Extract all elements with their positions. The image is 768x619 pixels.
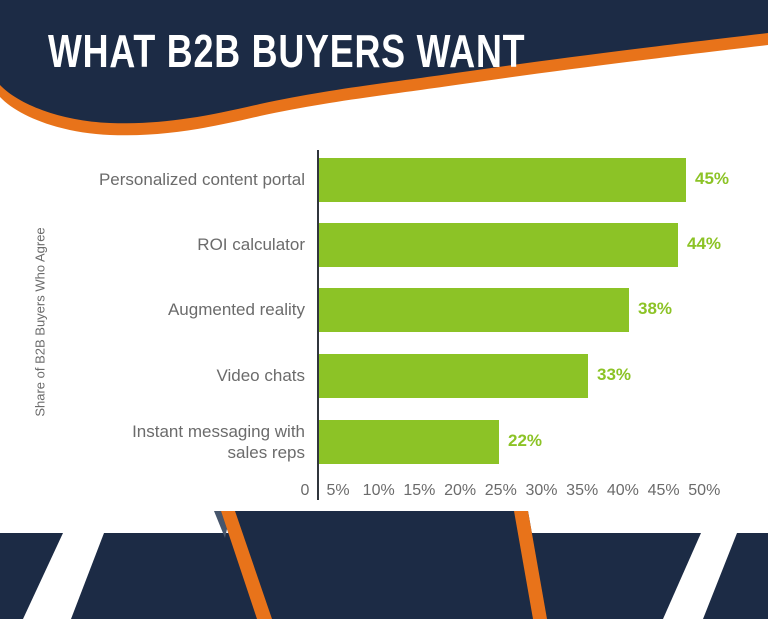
- value-label: 22%: [508, 431, 543, 450]
- footer-banner-left-orange-edge: [221, 511, 272, 619]
- category-label: Personalized content portal: [98, 170, 305, 190]
- footer-left-white-stripe: [23, 533, 104, 619]
- x-tick: 15%: [403, 482, 436, 499]
- value-label: 45%: [695, 169, 730, 188]
- header-navy-shape: [0, 0, 768, 124]
- bar: [319, 158, 686, 202]
- bar: [319, 223, 678, 267]
- footer: Leeline: [0, 511, 768, 619]
- x-tick: 20%: [444, 482, 477, 499]
- x-tick: 35%: [566, 482, 599, 499]
- header: WHAT B2B BUYERS WANT: [0, 0, 768, 150]
- value-label: 44%: [687, 234, 722, 253]
- x-tick: 40%: [606, 482, 639, 499]
- category-label: Instant messaging with sales reps: [132, 421, 305, 462]
- y-axis-line: [317, 150, 319, 500]
- footer-right-white-stripe: [663, 533, 737, 619]
- x-tick: 25%: [484, 482, 517, 499]
- x-tick: 0: [300, 482, 310, 499]
- footer-shapes: [0, 511, 768, 619]
- bar: [319, 288, 629, 332]
- category-label: ROI calculator: [197, 235, 305, 255]
- page-title: WHAT B2B BUYERS WANT: [48, 25, 526, 77]
- value-label: 33%: [597, 365, 632, 384]
- header-wave-shape: [0, 0, 768, 136]
- category-label: Video chats: [216, 366, 305, 386]
- category-label: Augmented reality: [167, 300, 305, 320]
- x-tick: 5%: [326, 482, 350, 499]
- footer-banner: [221, 511, 547, 619]
- x-tick: 45%: [647, 482, 680, 499]
- footer-banner-right-orange-edge: [514, 511, 547, 619]
- x-tick: 30%: [525, 482, 558, 499]
- x-tick: 50%: [688, 482, 721, 499]
- value-label: 38%: [638, 299, 673, 318]
- y-axis-label: Share of B2B Buyers Who Agree: [32, 227, 48, 417]
- bar: [319, 354, 588, 398]
- bar: [319, 420, 499, 464]
- x-tick: 10%: [362, 482, 395, 499]
